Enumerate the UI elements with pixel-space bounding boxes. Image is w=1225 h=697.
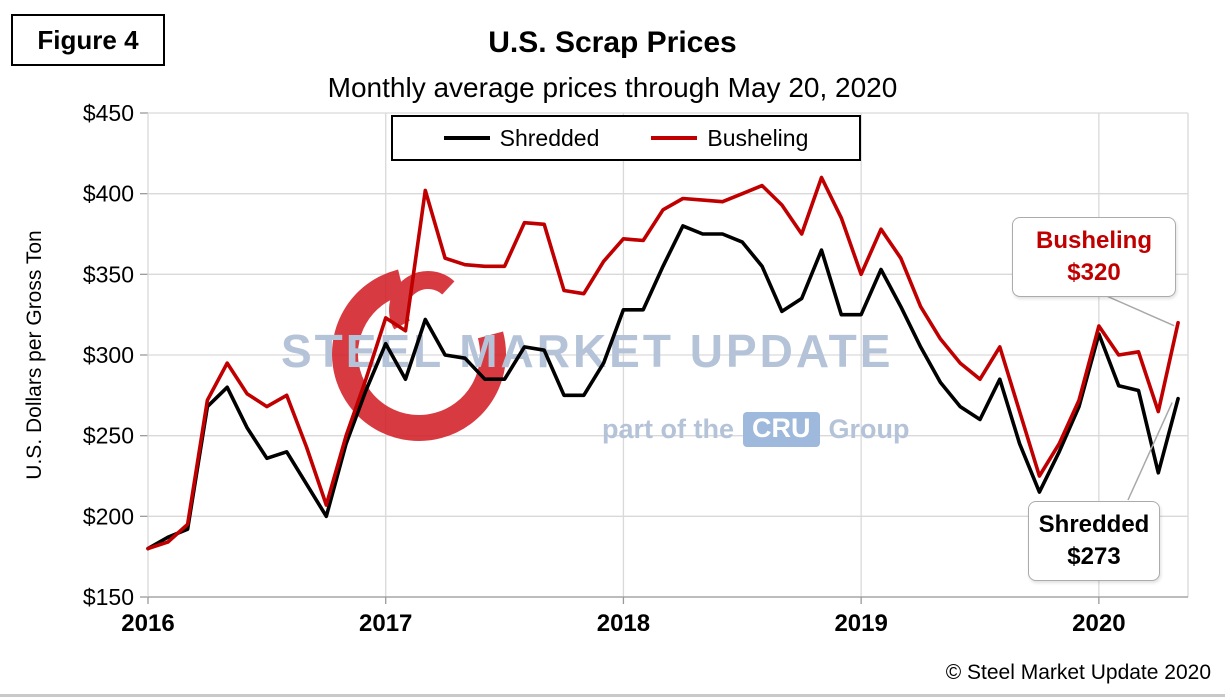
x-tick-label: 2016 (121, 610, 174, 637)
y-tick-label: $350 (83, 261, 134, 287)
x-tick-label: 2018 (597, 610, 650, 637)
figure-label: Figure 4 (11, 14, 165, 66)
legend-label-shredded: Shredded (499, 124, 600, 151)
x-tick-label: 2019 (834, 610, 887, 637)
shredded-leader-line (1127, 402, 1173, 501)
legend-label-busheling: Busheling (707, 124, 809, 151)
shredded-callout-label: Shredded (1038, 510, 1150, 538)
y-tick-label: $450 (83, 100, 134, 126)
busheling-line-sample-icon (651, 136, 698, 140)
busheling-callout-label: Busheling (1035, 226, 1152, 254)
chart-subtitle: Monthly average prices through May 20, 2… (327, 72, 898, 103)
series-line-shredded (146, 224, 1180, 551)
shredded-line-sample-icon (443, 136, 490, 140)
y-tick-label: $250 (83, 423, 134, 449)
y-tick-label: $400 (83, 181, 134, 207)
y-tick-label: $200 (83, 503, 134, 529)
busheling-callout-value: $320 (1067, 259, 1121, 286)
series-line-busheling (146, 175, 1180, 551)
chart-legend: Shredded Busheling (391, 115, 861, 161)
x-tick-label: 2017 (359, 610, 412, 637)
x-tick-label: 2020 (1072, 610, 1125, 637)
legend-item-busheling: Busheling (651, 125, 808, 152)
legend-item-shredded: Shredded (443, 124, 600, 152)
bottom-border (0, 694, 1225, 697)
y-tick-label: $300 (83, 342, 134, 368)
busheling-callout: Busheling $320 (1012, 217, 1176, 297)
y-tick-label: $150 (83, 584, 134, 610)
y-axis-title: U.S. Dollars per Gross Ton (23, 230, 46, 480)
copyright-text: © Steel Market Update 2020 (945, 661, 1211, 684)
shredded-callout: Shredded $273 (1028, 501, 1160, 581)
shredded-callout-value: $273 (1067, 543, 1121, 570)
chart-title: U.S. Scrap Prices (488, 26, 737, 59)
busheling-leader-line (1101, 293, 1175, 327)
